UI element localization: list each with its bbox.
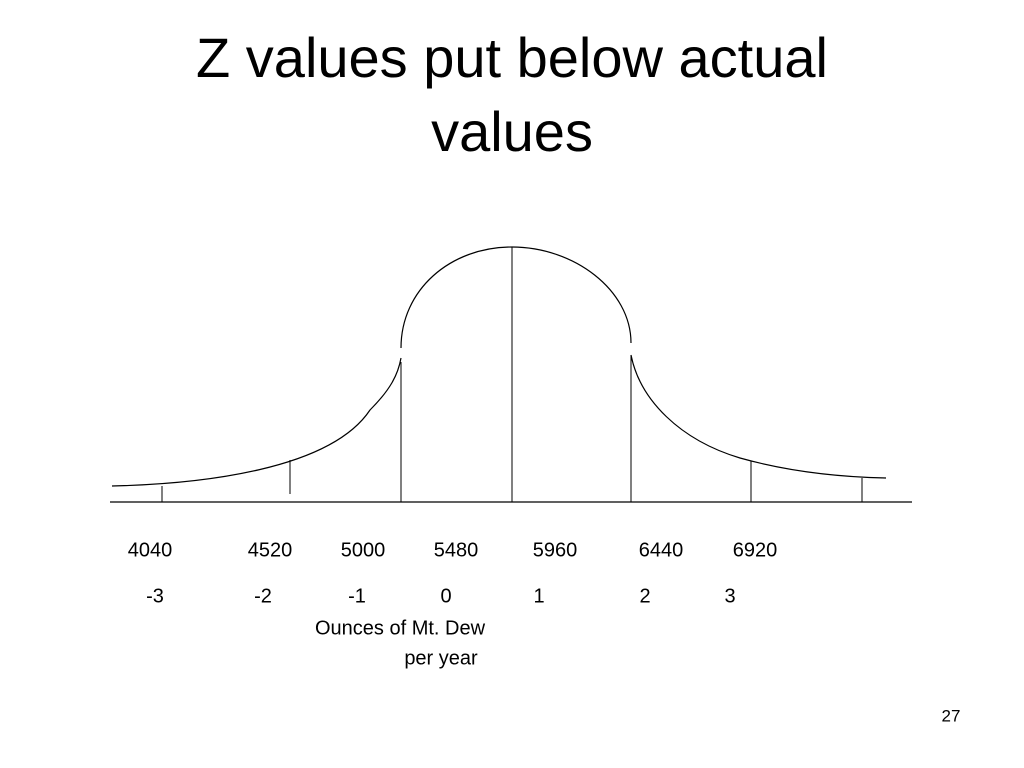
title-line: Z values put below actual <box>196 26 828 89</box>
page-number: 27 <box>942 706 961 725</box>
actual-value: 5960 <box>533 539 578 561</box>
z-value: 2 <box>639 585 650 607</box>
actual-value: 6440 <box>639 539 684 561</box>
axis-label: per year <box>404 647 478 669</box>
z-value: -2 <box>254 585 272 607</box>
z-value: 1 <box>533 585 544 607</box>
z-value: -3 <box>146 585 164 607</box>
actual-values: 4040 4520 5000 5480 5960 6440 6920 <box>128 539 778 561</box>
right-tail <box>630 354 887 479</box>
title-line: values <box>431 100 593 163</box>
z-value: 3 <box>724 585 735 607</box>
actual-value: 6920 <box>733 539 778 561</box>
normal-curve <box>110 246 912 503</box>
z-value: 0 <box>440 585 451 607</box>
peak <box>400 246 632 349</box>
axis-label: Ounces of Mt. Dew <box>315 617 486 639</box>
actual-value: 5000 <box>341 539 386 561</box>
z-values: -3 -2 -1 0 1 2 3 <box>146 585 735 607</box>
z-value: -1 <box>348 585 366 607</box>
actual-value: 4520 <box>248 539 293 561</box>
actual-value: 4040 <box>128 539 173 561</box>
left-tail <box>111 357 402 487</box>
actual-value: 5480 <box>434 539 479 561</box>
